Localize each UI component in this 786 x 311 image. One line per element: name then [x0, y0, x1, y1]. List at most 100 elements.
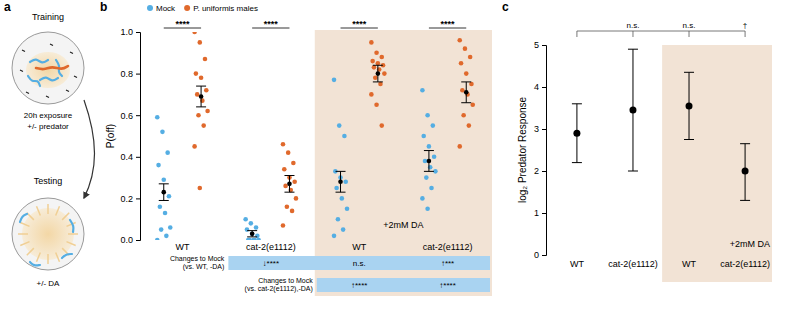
dot — [155, 238, 160, 240]
dot — [425, 207, 430, 212]
dot — [457, 144, 462, 149]
dot — [203, 57, 208, 62]
y-tick-mark — [136, 198, 140, 199]
panel-letter: c — [502, 0, 509, 14]
worm — [30, 262, 40, 265]
dot — [256, 238, 261, 240]
x-axis: WTcat-2(e1112)WTcat-2(e1112) — [570, 255, 770, 269]
x-tick: cat-2(e1112) — [608, 255, 658, 269]
x-tick-label: WT — [352, 242, 366, 252]
dot — [369, 40, 374, 45]
dot — [336, 217, 341, 222]
dot — [285, 204, 290, 209]
y-tick-label: 1.0 — [120, 27, 133, 37]
egg — [70, 52, 73, 54]
error-cap — [424, 171, 434, 172]
dot — [195, 92, 200, 97]
plot-area — [572, 49, 750, 200]
lawn-ray — [56, 252, 60, 261]
mean-dot — [199, 94, 204, 99]
y-tick: 0.8 — [120, 69, 140, 79]
panel-letter: b — [100, 0, 107, 14]
legend-label: P. uniformis males — [193, 4, 258, 13]
dot — [332, 234, 337, 239]
error-cap — [461, 81, 471, 82]
y-axis: 012345 — [534, 40, 547, 260]
y-axis-title: P(off) — [105, 124, 116, 148]
dot — [337, 123, 342, 128]
dot — [370, 59, 375, 64]
legend-swatch — [147, 5, 153, 11]
bacterial-lawn — [26, 52, 70, 88]
dot — [243, 217, 248, 222]
dot — [192, 32, 197, 34]
x-tick-label: cat-2(e1112) — [720, 259, 770, 269]
egg — [22, 50, 25, 52]
y-tick: 2 — [534, 166, 546, 176]
y-tick-mark — [136, 240, 140, 241]
y-tick: 1.0 — [120, 27, 140, 37]
comparison-label: n.s. — [627, 21, 640, 30]
lawn-ray — [37, 206, 41, 215]
y-tick-mark — [542, 129, 546, 130]
x-tick-label: WT — [175, 242, 189, 252]
diagram-text: +/- DA — [37, 279, 61, 288]
dot — [374, 51, 379, 56]
dot — [420, 88, 425, 93]
diagram-title: Training — [32, 12, 64, 22]
dot — [431, 123, 436, 128]
dot — [194, 71, 199, 76]
worm — [40, 78, 58, 81]
y-tick-mark — [542, 213, 546, 214]
x-tick: WT — [682, 255, 696, 269]
dot — [201, 123, 206, 128]
error-cap — [461, 102, 471, 103]
lawn-ray — [37, 252, 41, 261]
error-cap — [684, 139, 694, 140]
dot — [197, 186, 202, 191]
egg — [66, 90, 69, 92]
x-tick-label: cat-2(e1112) — [608, 259, 658, 269]
legend-swatch — [184, 5, 190, 11]
y-tick-label: 0.8 — [120, 69, 133, 79]
dot — [164, 234, 169, 239]
mean-dot — [161, 190, 166, 195]
x-tick: cat-2(e1112) — [720, 255, 770, 269]
figure: aTraining20h exposure+/- predatorTesting… — [0, 0, 786, 311]
dot — [294, 196, 299, 201]
worm — [28, 76, 40, 86]
dot — [425, 113, 430, 118]
panel-b: b0.00.20.40.60.81.0P(off)WTcat-2(e1112)W… — [100, 0, 492, 296]
y-tick-mark — [136, 115, 140, 116]
dot — [290, 209, 295, 214]
y-tick-label: 4 — [534, 82, 539, 92]
y-axis: 0.00.20.40.60.81.0 — [120, 27, 140, 245]
predator — [36, 66, 68, 69]
y-tick: 0.0 — [120, 235, 140, 245]
dot — [424, 175, 429, 180]
comparison-bar — [317, 278, 490, 292]
bracket-drop — [689, 31, 690, 37]
y-tick: 1 — [534, 208, 546, 218]
dot — [459, 61, 464, 66]
y-tick-label: 5 — [534, 40, 539, 50]
dot — [343, 179, 348, 184]
panel-c: c012345log₂ Predator ResponseWTcat-2(e11… — [502, 0, 772, 282]
diagram-text: +/- predator — [27, 122, 69, 131]
highlight-label: +2mM DA — [730, 239, 770, 249]
panel-a: aTraining20h exposure+/- predatorTesting… — [4, 0, 95, 288]
y-axis-title: log₂ Predator Response — [517, 96, 528, 203]
y-tick: 5 — [534, 40, 546, 50]
lawn-ray — [56, 206, 60, 215]
comparison-title: (vs. cat-2(e1112),-DA) — [245, 285, 313, 293]
x-axis: WTcat-2(e1112)WTcat-2(e1112) — [175, 240, 472, 252]
dot — [460, 88, 465, 93]
lawn-ray — [47, 254, 49, 264]
mean-dot — [287, 182, 292, 187]
comparison-title: Changes to Mock — [258, 277, 313, 285]
point — [629, 107, 636, 114]
worm — [62, 254, 72, 258]
x-tick-label: cat-2(e1112) — [423, 242, 473, 252]
dot — [158, 204, 163, 209]
y-tick-label: 1 — [534, 208, 539, 218]
